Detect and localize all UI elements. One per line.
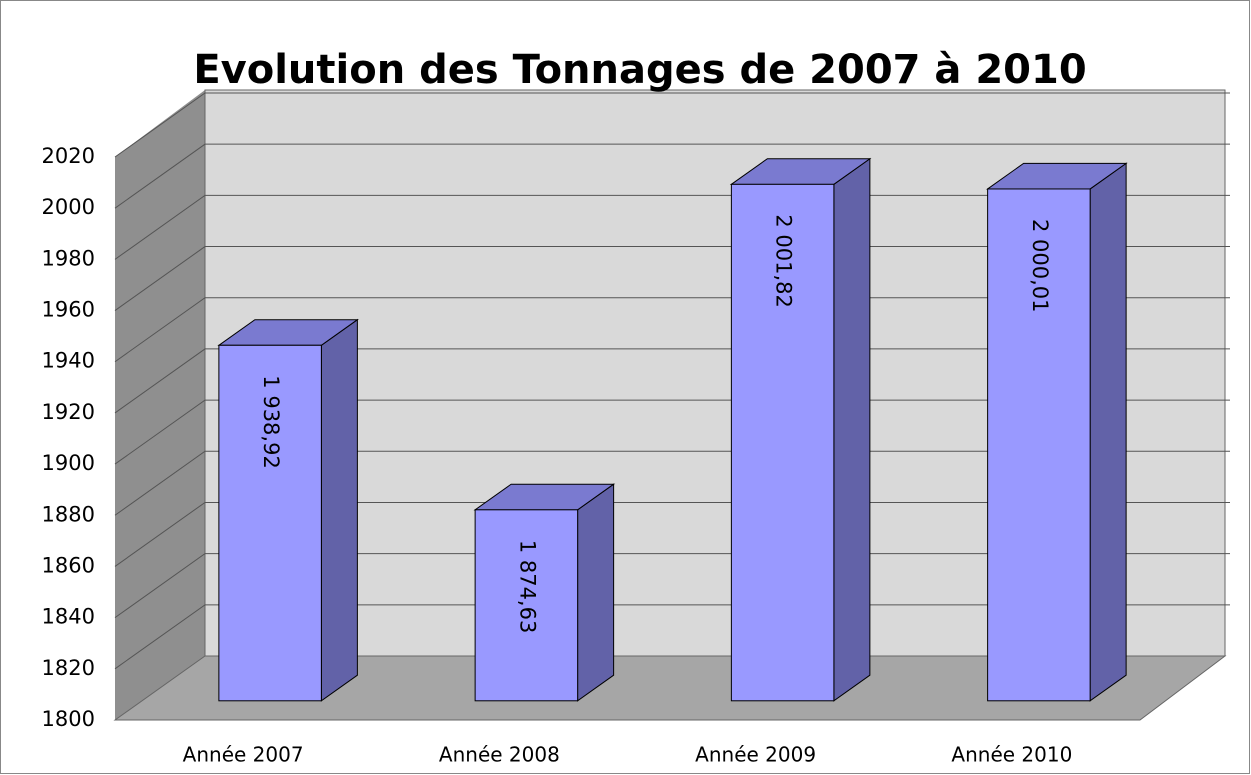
grid-line: [114, 399, 1230, 465]
grid-line: [114, 297, 1230, 363]
bar-side: [320, 318, 358, 702]
grid-line: [114, 92, 1230, 158]
y-tick-label: 1980: [42, 246, 95, 270]
grid-line: [114, 246, 1230, 311]
bar: [474, 509, 579, 702]
bar-side: [833, 157, 871, 702]
left-wall: [115, 90, 205, 720]
grid-line: [114, 348, 1230, 414]
grid-line: [114, 604, 1230, 670]
y-tick-label: 2000: [42, 195, 95, 219]
x-tick-label: Année 2009: [695, 743, 816, 767]
y-tick-label: 1960: [42, 298, 95, 322]
y-tick-label: 1800: [42, 707, 95, 731]
y-tick-label: 1900: [42, 451, 95, 475]
x-tick-label: Année 2007: [183, 743, 304, 767]
value-label: 1 938,92: [259, 375, 283, 469]
x-tick-label: Année 2008: [439, 743, 560, 767]
y-tick-label: 1820: [42, 656, 95, 680]
bar: [987, 188, 1091, 702]
y-tick-label: 1880: [42, 502, 95, 526]
bar: [218, 344, 322, 702]
value-label: 2 001,82: [772, 214, 796, 308]
grid-line: [114, 194, 1230, 260]
y-tick-label: 1940: [42, 349, 95, 373]
x-tick-label: Année 2010: [951, 743, 1072, 767]
floor: [113, 655, 1227, 721]
grid-line: [114, 553, 1230, 619]
bar: [730, 183, 835, 702]
grid-line: [114, 501, 1230, 567]
y-tick-label: 1920: [42, 400, 95, 424]
bar-side: [1089, 162, 1127, 702]
grid-line: [114, 450, 1230, 516]
y-tick-label: 2020: [42, 144, 95, 168]
bar-side: [577, 483, 615, 702]
value-label: 2 000,01: [1028, 219, 1052, 313]
value-label: 1 874,63: [515, 540, 539, 634]
grid-line: [114, 143, 1230, 209]
chart-title: Evolution des Tonnages de 2007 à 2010: [193, 47, 1086, 93]
y-tick-label: 1860: [42, 553, 95, 577]
y-tick-label: 1840: [42, 605, 95, 629]
